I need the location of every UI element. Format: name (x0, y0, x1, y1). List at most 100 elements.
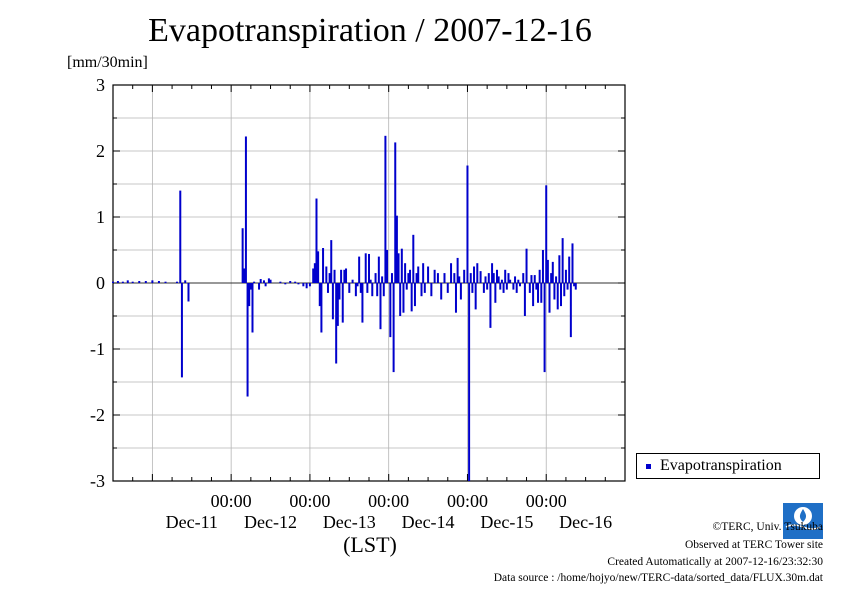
data-bar (492, 273, 495, 283)
data-bar (500, 279, 503, 283)
data-bar (466, 165, 469, 283)
data-bar (336, 283, 339, 326)
data-bar (479, 271, 482, 283)
data-bar (482, 283, 485, 293)
data-bar (333, 269, 336, 283)
data-bar (246, 283, 249, 397)
data-bar (395, 215, 398, 283)
data-bar (489, 283, 492, 328)
data-bar (471, 283, 474, 293)
x-axis-label: (LST) (343, 532, 397, 557)
x-time-tick-label: 00:00 (447, 491, 488, 511)
y-tick-label: -3 (90, 471, 105, 491)
data-bar (546, 259, 549, 283)
data-bar (176, 281, 178, 283)
data-bar (126, 280, 129, 283)
data-bar (341, 283, 344, 323)
bar-layer (112, 135, 577, 481)
data-bar (386, 250, 389, 283)
data-bar (497, 276, 500, 283)
data-bar (361, 283, 364, 323)
data-bar (541, 250, 544, 283)
data-bar (530, 275, 533, 283)
data-bar (494, 283, 497, 303)
data-bar (443, 273, 446, 283)
data-bar (550, 273, 553, 283)
data-bar (368, 253, 370, 283)
data-bar (415, 273, 418, 283)
data-bar (399, 283, 402, 316)
data-bar (517, 279, 520, 283)
data-bar (446, 283, 449, 293)
data-bar (382, 283, 385, 297)
data-bar (289, 281, 292, 283)
x-day-label: Dec-11 (166, 512, 218, 532)
data-bar (179, 190, 182, 283)
data-bar (343, 269, 346, 283)
data-bar (433, 269, 436, 283)
data-bar (112, 281, 114, 283)
y-tick-label: -2 (90, 405, 105, 425)
data-bar (560, 283, 562, 307)
x-time-tick-label: 00:00 (526, 491, 567, 511)
data-bar (164, 281, 167, 283)
y-tick-label: 2 (96, 141, 105, 161)
data-bar (514, 276, 517, 283)
data-bar (405, 283, 408, 290)
data-bar (404, 263, 407, 283)
data-bar (326, 283, 329, 293)
data-bar (417, 266, 420, 283)
data-bar (456, 257, 459, 283)
data-bar (522, 273, 525, 283)
data-bar (377, 256, 380, 283)
terc-logo-icon (783, 503, 823, 539)
data-bar (325, 266, 328, 283)
data-bar (318, 283, 321, 307)
data-bar (144, 281, 147, 283)
data-bar (262, 280, 265, 283)
chart-title: Evapotranspiration / 2007-12-16 (148, 12, 592, 49)
data-bar (348, 283, 351, 293)
data-bar (420, 283, 423, 297)
data-bar (322, 248, 325, 283)
data-bar (359, 283, 362, 293)
data-bar (533, 275, 536, 283)
data-bar (537, 283, 540, 303)
data-bar (474, 283, 477, 310)
data-bar (259, 279, 262, 283)
data-bar (328, 273, 331, 283)
data-bar (523, 283, 526, 316)
data-bar (279, 281, 282, 283)
data-bar (476, 263, 479, 283)
data-bar (509, 279, 512, 283)
data-bar (251, 283, 254, 333)
data-bar (486, 283, 489, 290)
data-bar (430, 283, 433, 297)
data-bar (545, 185, 548, 283)
x-day-label: Dec-12 (244, 512, 297, 532)
data-bar (305, 283, 308, 289)
data-bar (409, 269, 412, 283)
data-bar (454, 283, 457, 313)
data-bar (315, 198, 318, 283)
data-bar (518, 283, 521, 287)
data-bar (241, 228, 244, 283)
data-bar (507, 273, 510, 283)
data-bar (553, 283, 556, 300)
data-bar (366, 283, 369, 293)
x-time-tick-label: 00:00 (368, 491, 409, 511)
data-bar (440, 283, 443, 300)
data-bar (427, 266, 430, 283)
data-bar (356, 283, 359, 287)
data-bar (410, 283, 413, 312)
data-bar (269, 279, 272, 283)
data-bar (294, 281, 297, 283)
data-bar (561, 238, 564, 283)
legend-label: Evapotranspiration (660, 457, 782, 474)
data-bar (568, 256, 571, 283)
data-bar (532, 283, 535, 307)
data-bar (121, 281, 124, 283)
data-bar (491, 263, 494, 283)
data-bar (354, 283, 357, 297)
data-bar (496, 269, 498, 283)
